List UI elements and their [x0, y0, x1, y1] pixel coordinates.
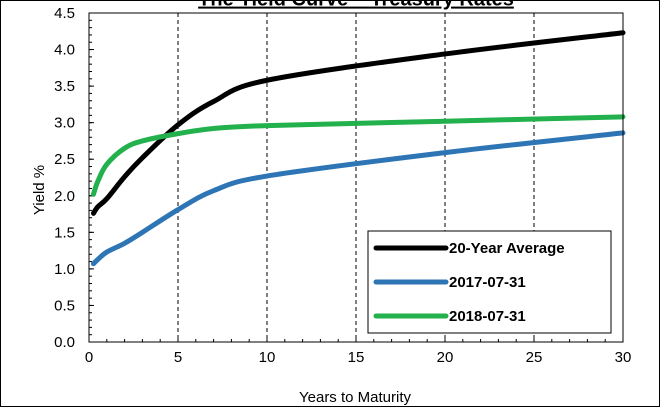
y-tick-label: 3.5: [54, 78, 75, 95]
legend-label: 2018-07-31: [449, 308, 526, 325]
series-line-3: [90, 114, 626, 197]
y-tick-label: 4.5: [54, 5, 75, 22]
chart-title: The Yield Curve – Treasury Rates: [198, 0, 514, 11]
x-axis-label: Years to Maturity: [299, 389, 411, 406]
axis-ticks: 0 5 10 15 20 25 30 0.0 0.5 1.0 1.5 2.0 2.5 3.0 3.5 4.0 4…: [54, 5, 631, 366]
y-tick-label: 0.5: [54, 297, 75, 314]
plot-area: [88, 12, 624, 343]
x-tick-label: 15: [348, 349, 365, 366]
y-tick-label: 2.5: [54, 151, 75, 168]
x-tick-label: 5: [174, 349, 182, 366]
series-line-2: [90, 130, 626, 267]
y-axis-label: Yield %: [31, 165, 48, 215]
y-tick-label: 1.0: [54, 261, 75, 278]
legend-label: 2017-07-31: [449, 274, 526, 291]
x-tick-label: 0: [85, 349, 93, 366]
y-tick-label: 0.0: [54, 334, 75, 351]
x-tick-label: 20: [437, 349, 454, 366]
legend: 20-Year Average 2017-07-31 2018-07-31: [367, 230, 612, 334]
series-lines: [90, 30, 626, 267]
y-tick-label: 4.0: [54, 42, 75, 59]
x-tick-label: 30: [615, 349, 632, 366]
y-tick-label: 3.0: [54, 115, 75, 132]
legend-label: 20-Year Average: [449, 240, 565, 257]
y-tick-label: 1.5: [54, 224, 75, 241]
x-tick-label: 25: [526, 349, 543, 366]
series-line-1: [90, 30, 626, 216]
y-tick-label: 2.0: [54, 188, 75, 205]
x-tick-label: 10: [259, 349, 276, 366]
